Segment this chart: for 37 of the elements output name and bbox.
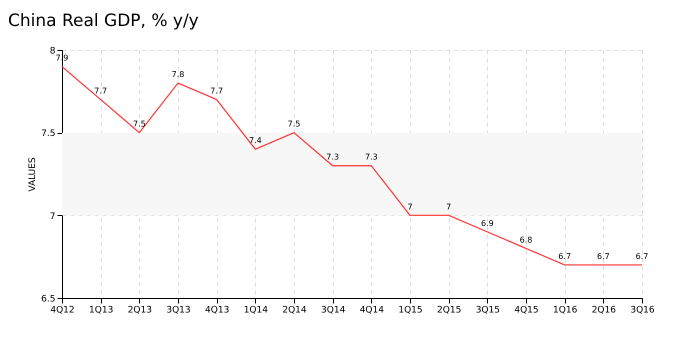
x-tick-label: 4Q13 — [205, 306, 230, 316]
data-label: 6.7 — [558, 252, 572, 261]
data-label: 7 — [407, 202, 413, 212]
data-label: 7.8 — [172, 70, 184, 80]
data-label: 7 — [446, 202, 452, 212]
x-tick-label: 3Q15 — [476, 306, 500, 316]
data-label: 7.5 — [132, 120, 146, 129]
y-axis-title: VALUES — [28, 157, 38, 192]
x-tick-label: 1Q16 — [553, 306, 578, 316]
x-tick-label: 1Q14 — [244, 306, 268, 316]
data-label: 7.3 — [326, 152, 340, 162]
x-tick-label: 2Q15 — [437, 306, 462, 316]
data-label: 6.9 — [480, 218, 494, 228]
y-tick-label: 7.5 — [41, 129, 56, 140]
x-tick-label: 2Q14 — [282, 306, 307, 316]
data-label: 6.7 — [636, 252, 648, 261]
x-tick-label: 3Q14 — [321, 306, 346, 316]
data-label: 7.4 — [248, 136, 262, 146]
x-tick-label: 4Q15 — [514, 306, 539, 316]
x-tick-label: 2Q16 — [592, 306, 616, 316]
data-label: 6.7 — [596, 252, 610, 261]
x-tick-label: 3Q13 — [166, 306, 191, 316]
x-tick-label: 4Q12 — [50, 306, 75, 316]
data-label: 7.3 — [364, 152, 378, 162]
chart-title: China Real GDP, % y/y — [8, 11, 199, 31]
x-tick-label: 2Q13 — [128, 306, 152, 316]
x-tick-label: 4Q14 — [360, 306, 384, 316]
y-tick-label: 7 — [50, 212, 56, 222]
data-label: 7.7 — [210, 86, 224, 96]
data-label: 7.5 — [288, 120, 300, 129]
x-tick-label: 1Q13 — [89, 306, 114, 316]
x-tick-label: 3Q16 — [630, 306, 655, 316]
data-label: 7.7 — [94, 86, 108, 96]
y-tick-label: 8 — [50, 46, 56, 56]
x-tick-label: 1Q15 — [398, 306, 423, 316]
data-label: 6.8 — [520, 235, 532, 244]
y-tick-label: 6.5 — [41, 294, 56, 304]
